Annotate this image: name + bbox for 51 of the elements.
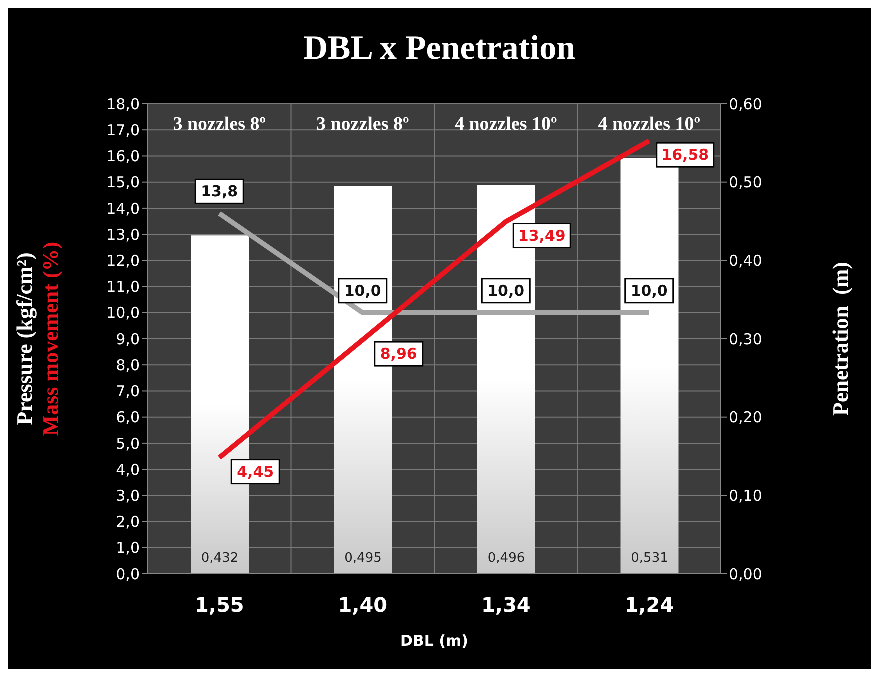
x-tick-label: 1,40 xyxy=(338,593,388,618)
y-tick-label: 9,0 xyxy=(116,330,140,348)
data-label: 13,49 xyxy=(518,226,566,245)
y-tick-label: 4,0 xyxy=(116,460,140,479)
y-axis-title: Pressure (kgf/cm²) xyxy=(12,252,38,428)
data-label: 10,0 xyxy=(488,282,525,300)
y-tick-label: 17,0 xyxy=(106,121,140,140)
x-tick-label: 1,34 xyxy=(481,593,531,618)
y-tick-label: 3,0 xyxy=(116,486,140,505)
y-tick-label: 7,0 xyxy=(116,382,140,401)
y-tick-label: 0,0 xyxy=(116,565,140,584)
annotation: 4 nozzles 10º xyxy=(454,114,558,135)
data-label: 13,8 xyxy=(201,182,238,201)
y-tick-label: 11,0 xyxy=(106,278,140,296)
data-label: 16,58 xyxy=(662,146,710,164)
y-tick-label: 10,0 xyxy=(106,304,140,322)
data-label: 0,496 xyxy=(488,551,526,566)
chart-title: DBL x Penetration xyxy=(302,30,576,68)
data-label: 10,0 xyxy=(344,282,382,300)
data-label: 0,531 xyxy=(631,551,668,566)
x-tick-label: 1,24 xyxy=(624,593,674,618)
y2-tick-label: 0,40 xyxy=(729,252,762,270)
x-axis-title: DBL (m) xyxy=(400,632,469,650)
y2-tick-label: 0,30 xyxy=(729,330,762,348)
y-tick-label: 1,0 xyxy=(116,539,140,558)
y2-tick-label: 0,60 xyxy=(729,95,762,114)
y-tick-label: 15,0 xyxy=(106,174,140,192)
data-label: 8,96 xyxy=(380,345,418,364)
y2-tick-label: 0,50 xyxy=(729,174,762,192)
y2-tick-label: 0,10 xyxy=(729,486,762,505)
data-label: 10,0 xyxy=(630,282,668,300)
annotation: 3 nozzles 8º xyxy=(173,114,266,135)
data-label: 0,495 xyxy=(344,551,382,566)
y2-tick-label: 0,00 xyxy=(729,565,762,584)
annotation: 4 nozzles 10º xyxy=(598,114,701,135)
text: Mass movement (%) xyxy=(38,242,64,436)
y-tick-label: 5,0 xyxy=(116,434,140,453)
y2-axis-title: Penetration (m) xyxy=(828,262,854,416)
y2-tick-label: 0,20 xyxy=(729,408,762,427)
y-tick-label: 2,0 xyxy=(116,513,140,532)
y-tick-label: 13,0 xyxy=(106,226,140,244)
y-tick-label: 6,0 xyxy=(116,408,140,427)
data-label: 4,45 xyxy=(237,462,274,481)
y-tick-label: 14,0 xyxy=(106,200,140,218)
data-label: 0,432 xyxy=(201,551,239,566)
annotation: 3 nozzles 8º xyxy=(316,114,410,135)
y-tick-label: 16,0 xyxy=(106,148,140,166)
y-tick-label: 18,0 xyxy=(106,95,140,114)
y-tick-label: 12,0 xyxy=(106,252,140,270)
x-tick-label: 1,55 xyxy=(194,593,244,618)
y-tick-label: 8,0 xyxy=(116,356,140,374)
